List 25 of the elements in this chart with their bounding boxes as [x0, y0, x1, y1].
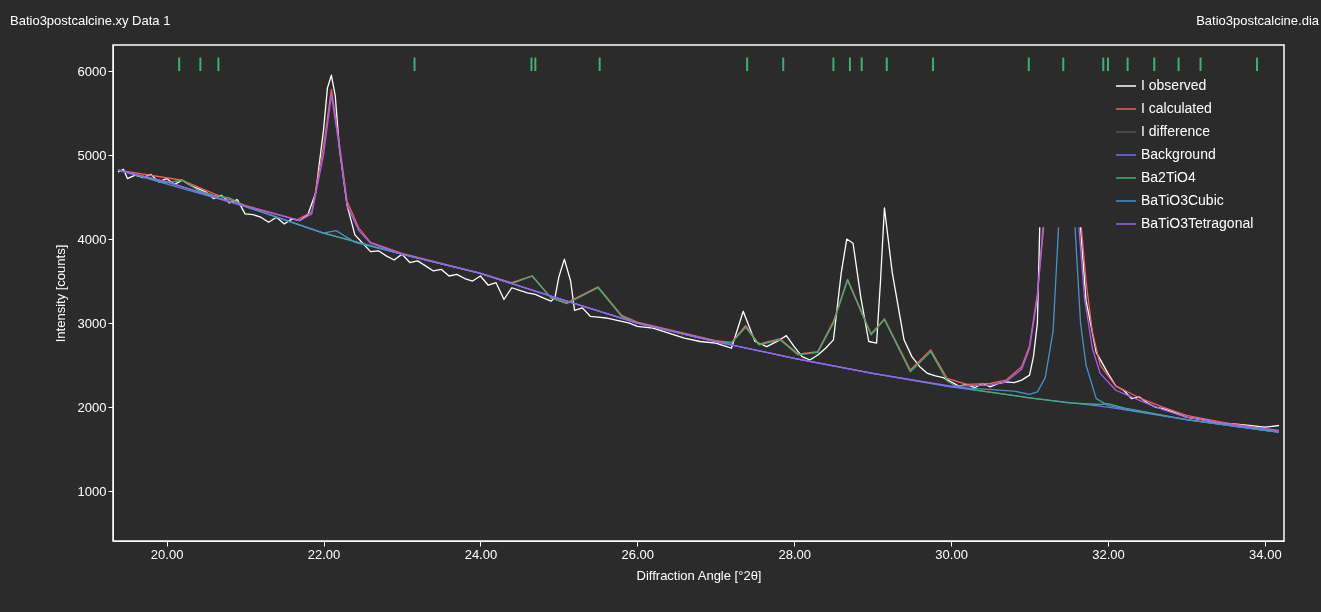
legend-label: I difference: [1141, 123, 1211, 139]
x-tick-label: 22.00: [307, 546, 341, 562]
x-tick-label: 20.00: [150, 546, 184, 562]
y-tick-label: 6000: [77, 63, 107, 79]
legend-label: BaTiO3Tetragonal: [1141, 215, 1254, 231]
y-axis-title: Intensity [counts]: [52, 244, 68, 343]
x-tick-label: 26.00: [621, 546, 655, 562]
text: Batio3postcalcine.dia: [1196, 13, 1320, 28]
x-tick-label: 32.00: [1092, 546, 1125, 562]
y-tick-label: 2000: [77, 399, 107, 415]
y-tick-label: 1000: [77, 483, 107, 499]
legend-label: I observed: [1141, 77, 1207, 93]
x-tick-label: 24.00: [464, 546, 498, 562]
x-axis-title: Diffraction Angle [°2θ]: [636, 567, 762, 583]
chart-title: Batio3postcalcine.xy Data 1: [10, 13, 171, 28]
x-tick-label: 30.00: [935, 546, 968, 562]
y-tick-label: 5000: [77, 147, 107, 163]
legend-label: Background: [1141, 146, 1216, 162]
y-tick-label: 3000: [77, 315, 107, 331]
legend-label: I calculated: [1141, 100, 1212, 116]
legend-label: Ba2TiO4: [1141, 169, 1196, 185]
legend-label: BaTiO3Cubic: [1141, 192, 1224, 208]
y-tick-label: 4000: [77, 231, 107, 247]
x-tick-label: 34.00: [1249, 546, 1282, 562]
x-tick-label: 28.00: [778, 546, 811, 562]
